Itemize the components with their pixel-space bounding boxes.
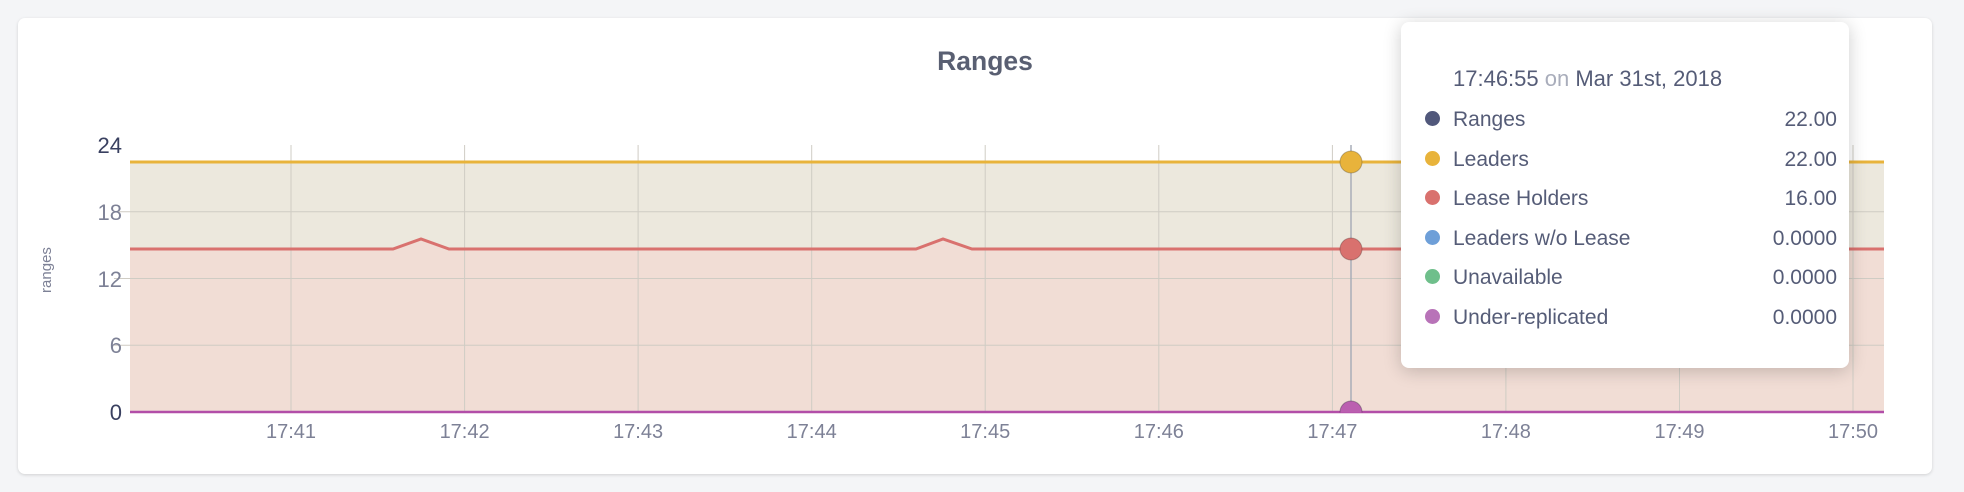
svg-text:17:48: 17:48 xyxy=(1481,421,1531,443)
svg-text:12: 12 xyxy=(98,267,122,292)
svg-text:17:42: 17:42 xyxy=(440,421,490,443)
svg-text:17:43: 17:43 xyxy=(613,421,663,443)
svg-text:0: 0 xyxy=(110,400,122,425)
svg-text:17:44: 17:44 xyxy=(787,421,837,443)
svg-text:17:50: 17:50 xyxy=(1828,421,1878,443)
svg-text:6: 6 xyxy=(110,333,122,358)
svg-text:24: 24 xyxy=(98,133,122,158)
svg-text:17:41: 17:41 xyxy=(266,421,316,443)
svg-text:17:47: 17:47 xyxy=(1307,421,1357,443)
svg-text:18: 18 xyxy=(98,200,122,225)
svg-text:17:45: 17:45 xyxy=(960,421,1010,443)
svg-text:17:49: 17:49 xyxy=(1654,421,1704,443)
svg-text:17:46: 17:46 xyxy=(1134,421,1184,443)
